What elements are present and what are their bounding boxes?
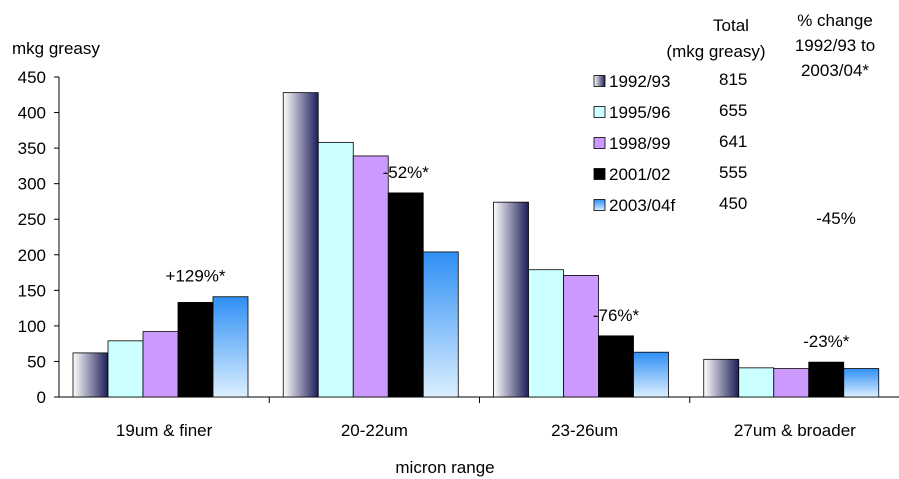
legend-total-value: 641 xyxy=(719,132,747,151)
legend-swatch xyxy=(593,199,606,211)
y-tick-label: 250 xyxy=(18,210,46,229)
legend-label: 2001/02 xyxy=(609,165,670,184)
bar-2003-04f-3 xyxy=(843,368,880,398)
y-axis-title: mkg greasy xyxy=(12,39,100,58)
legend-total-header-line-2: (mkg greasy) xyxy=(666,42,765,61)
bar-1998-99-2 xyxy=(563,274,599,398)
bar-2003-04f-0 xyxy=(212,296,249,398)
bar-2003-04f-1 xyxy=(422,251,459,398)
bars xyxy=(72,92,880,398)
y-tick-label: 200 xyxy=(18,246,46,265)
y-tick-label: 150 xyxy=(18,281,46,300)
legend-total-value: 815 xyxy=(719,70,747,89)
x-axis-title: micron range xyxy=(395,458,494,477)
bar-1992-93-2 xyxy=(493,201,529,398)
legend-change-header-line-2: 1992/93 to xyxy=(795,36,875,55)
bar-1995-96-1 xyxy=(317,142,354,398)
y-tick-label: 400 xyxy=(18,104,46,123)
bar-2001-02-2 xyxy=(598,335,634,398)
legend-total-value: 555 xyxy=(719,163,747,182)
y-tick-label: 350 xyxy=(18,139,46,158)
legend-swatch xyxy=(593,75,606,87)
x-category-label: 19um & finer xyxy=(116,421,213,440)
bar-1998-99-3 xyxy=(773,368,810,398)
bar-1992-93-1 xyxy=(282,92,319,398)
legend-swatch xyxy=(593,106,606,118)
legend-header: Total (mkg greasy) % change 1992/93 to 2… xyxy=(666,11,875,80)
y-tick-label: 50 xyxy=(27,352,46,371)
bar-2001-02-1 xyxy=(387,192,424,398)
y-tick-label: 450 xyxy=(18,68,46,87)
change-annotation: -52%* xyxy=(383,163,430,182)
bar-1998-99-0 xyxy=(142,331,179,398)
legend-change-header-line-3: 2003/04* xyxy=(801,61,869,80)
legend-total-value: 450 xyxy=(719,194,747,213)
legend-label: 2003/04f xyxy=(609,196,675,215)
legend-label: 1998/99 xyxy=(609,134,670,153)
legend-swatch xyxy=(593,137,606,149)
y-tick-label: 100 xyxy=(18,317,46,336)
bar-1992-93-0 xyxy=(72,352,109,398)
change-annotation: -23%* xyxy=(803,332,850,351)
legend-label: 1995/96 xyxy=(609,103,670,122)
y-tick-label: 0 xyxy=(37,388,46,407)
legend-label: 1992/93 xyxy=(609,72,670,91)
x-category-label: 20-22um xyxy=(341,421,408,440)
legend-total-header-line-1: Total xyxy=(713,16,749,35)
change-annotation: -76%* xyxy=(593,306,640,325)
legend-total-value: 655 xyxy=(719,101,747,120)
x-category-label: 23-26um xyxy=(551,421,618,440)
bar-1995-96-2 xyxy=(528,269,564,398)
change-annotation: +129%* xyxy=(165,267,225,286)
bar-1992-93-3 xyxy=(703,358,740,398)
axes: 0 50 100 150 200 250 300 350 400 450 19um & finer 2… xyxy=(18,68,899,440)
bar-2001-02-0 xyxy=(177,302,214,398)
bar-2001-02-3 xyxy=(808,361,845,398)
bar-1995-96-3 xyxy=(738,367,775,398)
bar-1998-99-1 xyxy=(352,155,389,398)
overall-change-label: -45% xyxy=(816,209,856,228)
legend: 1992/93 815 1995/96 655 1998/99 641 2001/02 555… xyxy=(593,70,747,215)
bar-1995-96-0 xyxy=(107,340,144,398)
legend-swatch xyxy=(593,168,606,180)
bar-2003-04f-2 xyxy=(633,351,669,398)
x-category-label: 27um & broader xyxy=(734,421,856,440)
y-tick-label: 300 xyxy=(18,175,46,194)
legend-change-header-line-1: % change xyxy=(797,11,873,30)
annotations: +129%* -52%* -76%* -23%* xyxy=(165,163,849,351)
